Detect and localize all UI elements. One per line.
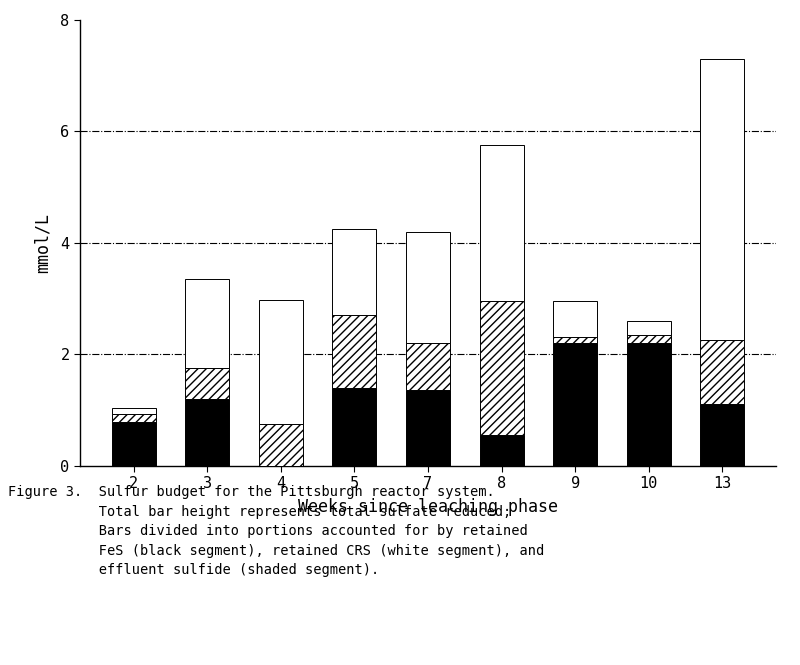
Bar [332, 315, 377, 388]
Bar [479, 145, 524, 301]
Bar [479, 435, 524, 466]
Bar [258, 424, 303, 466]
Bar [186, 398, 230, 466]
Bar [332, 229, 377, 315]
Bar [406, 231, 450, 343]
Bar [700, 59, 744, 340]
Bar [186, 279, 230, 368]
Bar [553, 337, 598, 343]
Bar [479, 301, 524, 435]
Bar [700, 340, 744, 404]
Bar [112, 422, 156, 466]
Bar [626, 343, 670, 465]
X-axis label: Weeks since leaching phase: Weeks since leaching phase [298, 498, 558, 516]
Bar [626, 334, 670, 343]
Bar [112, 408, 156, 414]
Bar [553, 343, 598, 465]
Bar [258, 300, 303, 424]
Bar [332, 388, 377, 466]
Bar [700, 404, 744, 466]
Bar [186, 368, 230, 398]
Y-axis label: mmol/L: mmol/L [34, 213, 52, 273]
Bar [112, 414, 156, 422]
Bar [626, 321, 670, 334]
Bar [553, 301, 598, 337]
Text: Figure 3.  Sulfur budget for the Pittsburgh reactor system.
           Total bar: Figure 3. Sulfur budget for the Pittsbur… [8, 485, 544, 577]
Bar [406, 390, 450, 465]
Bar [406, 343, 450, 390]
